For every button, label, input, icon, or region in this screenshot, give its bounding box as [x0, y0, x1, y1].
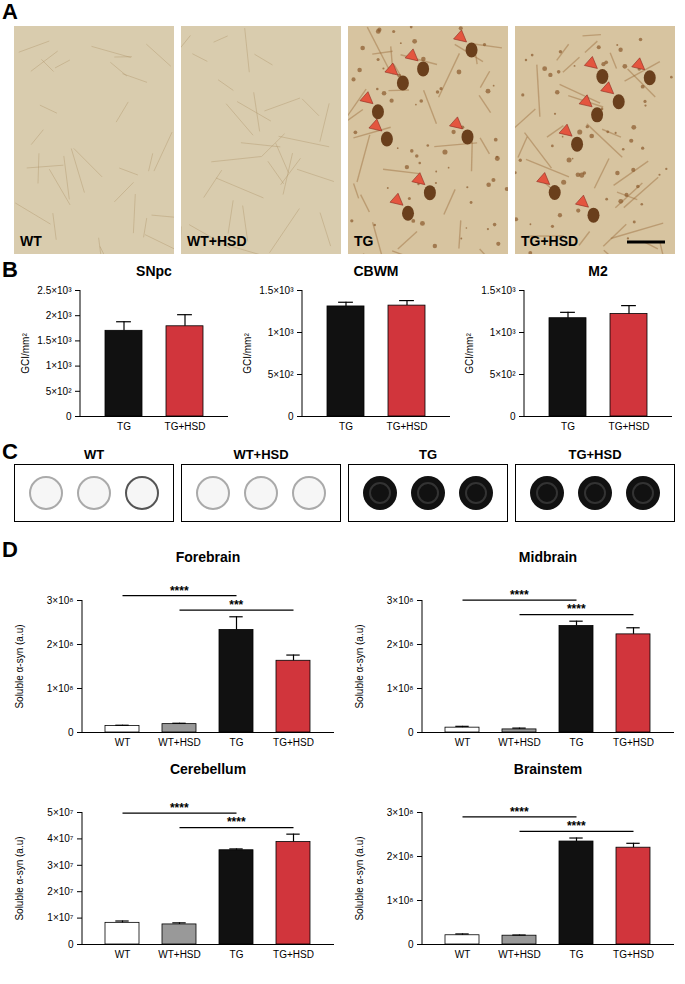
svg-text:0: 0: [408, 727, 414, 738]
html-text:Forebrain: Forebrain: [175, 549, 241, 565]
svg-text:3×10⁷: 3×10⁷: [47, 860, 74, 871]
svg-text:TG: TG: [561, 421, 575, 432]
svg-text:TG+HSD: TG+HSD: [613, 949, 654, 960]
html-text:SNpc: SNpc: [136, 263, 172, 279]
svg-text:5×10⁷: 5×10⁷: [47, 807, 74, 818]
svg-text:3×10⁸: 3×10⁸: [387, 807, 414, 818]
svg-text:1.5×10³: 1.5×10³: [37, 335, 72, 346]
svg-text:0: 0: [288, 411, 294, 422]
svg-text:0: 0: [68, 727, 74, 738]
svg-text:TG+HSD: TG+HSD: [273, 737, 314, 748]
html-text:A: A: [2, 0, 18, 24]
svg-text:1×10⁷: 1×10⁷: [47, 912, 74, 923]
svg-text:4×10⁷: 4×10⁷: [47, 833, 74, 844]
svg-text:****: ****: [170, 801, 189, 815]
svg-text:WT: WT: [455, 737, 471, 748]
svg-text:****: ****: [567, 602, 586, 616]
svg-text:1×10⁸: 1×10⁸: [387, 683, 414, 694]
svg-text:2×10⁸: 2×10⁸: [387, 851, 414, 862]
svg-text:WT: WT: [455, 949, 471, 960]
svg-text:TG+HSD: TG+HSD: [387, 421, 428, 432]
svg-text:****: ****: [567, 819, 586, 833]
svg-text:****: ****: [510, 588, 529, 602]
html-text:Cerebellum: Cerebellum: [169, 761, 247, 777]
svg-text:Soluble α-syn (a.u): Soluble α-syn (a.u): [14, 836, 25, 920]
svg-text:WT+HSD: WT+HSD: [158, 737, 201, 748]
html-text:CBWM: CBWM: [353, 263, 399, 279]
svg-text:GCI/mm²: GCI/mm²: [242, 333, 253, 374]
svg-text:TG+HSD: TG+HSD: [521, 233, 578, 249]
html-text:C: C: [2, 439, 18, 464]
svg-text:****: ****: [227, 815, 246, 829]
svg-text:0: 0: [68, 939, 74, 950]
svg-text:Soluble α-syn (a.u): Soluble α-syn (a.u): [354, 624, 365, 708]
svg-text:2.5×10³: 2.5×10³: [37, 285, 72, 296]
html-text:TG+HSD: TG+HSD: [568, 447, 622, 462]
svg-text:1×10³: 1×10³: [268, 327, 295, 338]
svg-text:2×10⁸: 2×10⁸: [387, 639, 414, 650]
svg-text:0: 0: [408, 939, 414, 950]
svg-text:2×10⁷: 2×10⁷: [47, 886, 74, 897]
svg-text:Soluble α-syn (a.u): Soluble α-syn (a.u): [354, 836, 365, 920]
svg-text:1×10³: 1×10³: [490, 327, 517, 338]
svg-text:5×10²: 5×10²: [490, 369, 517, 380]
svg-text:3×10⁸: 3×10⁸: [387, 595, 414, 606]
svg-text:1.5×10³: 1.5×10³: [481, 285, 516, 296]
svg-text:****: ****: [510, 805, 529, 819]
svg-text:WT+HSD: WT+HSD: [498, 949, 541, 960]
html-text:D: D: [2, 537, 18, 562]
html-text:WT+HSD: WT+HSD: [233, 447, 289, 462]
svg-text:2×10⁸: 2×10⁸: [47, 639, 74, 650]
svg-text:5×10²: 5×10²: [46, 386, 73, 397]
svg-text:GCI/mm²: GCI/mm²: [20, 333, 31, 374]
svg-text:WT+HSD: WT+HSD: [158, 949, 201, 960]
html-text:Brainstem: Brainstem: [513, 761, 583, 777]
svg-text:1.5×10³: 1.5×10³: [259, 285, 294, 296]
svg-text:TG+HSD: TG+HSD: [609, 421, 650, 432]
svg-text:TG+HSD: TG+HSD: [165, 421, 206, 432]
svg-text:TG: TG: [230, 949, 244, 960]
svg-text:1×10³: 1×10³: [46, 360, 73, 371]
svg-text:1×10⁸: 1×10⁸: [47, 683, 74, 694]
svg-text:TG+HSD: TG+HSD: [613, 737, 654, 748]
svg-text:Soluble α-syn (a.u): Soluble α-syn (a.u): [14, 624, 25, 708]
svg-text:GCI/mm²: GCI/mm²: [464, 333, 475, 374]
svg-text:TG: TG: [570, 737, 584, 748]
svg-text:TG: TG: [230, 737, 244, 748]
svg-text:TG: TG: [570, 949, 584, 960]
svg-text:0: 0: [66, 411, 72, 422]
svg-text:0: 0: [510, 411, 516, 422]
svg-text:TG: TG: [117, 421, 131, 432]
svg-text:TG+HSD: TG+HSD: [273, 949, 314, 960]
svg-text:WT+HSD: WT+HSD: [498, 737, 541, 748]
svg-text:WT: WT: [115, 737, 131, 748]
html-text:WT: WT: [83, 447, 105, 462]
svg-text:3×10⁸: 3×10⁸: [47, 595, 74, 606]
svg-text:WT: WT: [115, 949, 131, 960]
svg-text:2×10³: 2×10³: [46, 310, 73, 321]
html-text:TG: TG: [419, 447, 437, 462]
svg-text:WT: WT: [20, 233, 42, 249]
svg-text:***: ***: [229, 598, 243, 612]
html-text:M2: M2: [588, 263, 608, 279]
svg-text:TG: TG: [354, 233, 374, 249]
svg-text:WT+HSD: WT+HSD: [187, 233, 247, 249]
html-text:Midbrain: Midbrain: [518, 549, 578, 565]
svg-text:TG: TG: [339, 421, 353, 432]
svg-text:5×10²: 5×10²: [268, 369, 295, 380]
html-text:B: B: [2, 257, 18, 282]
svg-text:****: ****: [170, 584, 189, 598]
svg-text:1×10⁸: 1×10⁸: [387, 895, 414, 906]
